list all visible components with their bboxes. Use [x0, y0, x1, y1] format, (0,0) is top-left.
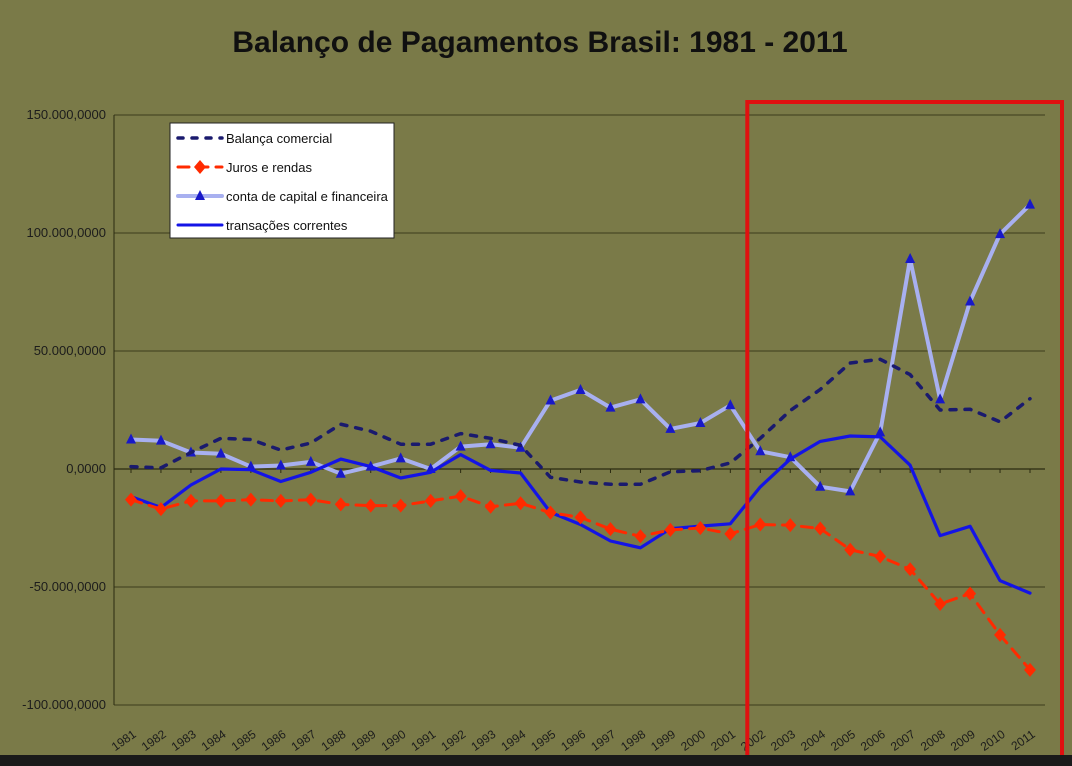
data-point-diamond	[694, 521, 707, 535]
data-point-triangle	[875, 426, 886, 437]
data-point-triangle	[665, 422, 676, 433]
data-point-triangle	[545, 394, 556, 405]
data-point-triangle	[845, 485, 856, 496]
data-point-diamond	[514, 496, 527, 511]
series-layer	[125, 198, 1036, 677]
data-point-triangle	[305, 455, 316, 466]
data-point-diamond	[184, 493, 197, 508]
data-point-diamond	[904, 562, 917, 577]
data-point-diamond	[454, 489, 467, 504]
data-point-diamond	[544, 505, 557, 520]
chart-title: Balanço de Pagamentos Brasil: 1981 - 201…	[232, 26, 847, 59]
legend-label: transações correntes	[226, 218, 348, 233]
legend-marker-triangle	[195, 190, 205, 200]
y-tick-label: -50.000,0000	[29, 579, 106, 594]
data-point-triangle	[635, 393, 646, 404]
data-point-triangle	[815, 480, 826, 491]
data-point-diamond	[634, 529, 647, 544]
data-point-diamond	[154, 502, 167, 517]
legend-marker-diamond	[194, 160, 206, 174]
legend-label: Juros e rendas	[226, 160, 312, 175]
data-point-triangle	[155, 434, 166, 445]
data-point-diamond	[244, 492, 257, 507]
data-point-diamond	[424, 493, 437, 508]
data-point-triangle	[695, 416, 706, 427]
data-point-diamond	[844, 542, 857, 557]
y-tick-label: 100.000,0000	[26, 225, 106, 240]
data-point-diamond	[304, 492, 317, 507]
data-point-triangle	[965, 295, 976, 306]
data-point-diamond	[334, 497, 347, 512]
data-point-diamond	[484, 499, 497, 514]
data-point-triangle	[215, 447, 226, 458]
data-point-diamond	[214, 493, 227, 508]
data-point-triangle	[905, 252, 916, 263]
data-point-diamond	[125, 492, 137, 507]
data-point-diamond	[274, 493, 287, 508]
data-point-diamond	[754, 517, 767, 532]
data-point-triangle	[605, 401, 616, 412]
data-point-triangle	[1025, 198, 1035, 209]
data-point-diamond	[934, 596, 947, 611]
data-point-diamond	[364, 498, 377, 513]
data-point-diamond	[784, 518, 797, 533]
data-point-diamond	[724, 526, 737, 541]
data-point-triangle	[455, 440, 466, 451]
data-point-triangle	[755, 445, 766, 456]
data-point-diamond	[994, 627, 1007, 642]
data-point-triangle	[725, 399, 736, 410]
series-line-0	[129, 357, 1032, 487]
bottom-strip	[0, 755, 1072, 766]
data-point-diamond	[874, 549, 887, 564]
legend-label: Balança comercial	[226, 131, 332, 146]
data-point-diamond	[814, 521, 827, 536]
series-line-3	[129, 434, 1032, 595]
data-point-triangle	[485, 438, 496, 449]
data-point-diamond	[574, 510, 587, 525]
data-point-triangle	[395, 452, 406, 463]
data-point-diamond	[394, 498, 407, 513]
y-tick-label: -100.000,0000	[22, 697, 106, 712]
y-axis: 150.000,0000 100.000,0000 50.000,0000 0,000…	[22, 107, 115, 712]
data-point-triangle	[995, 228, 1006, 239]
y-tick-label: 50.000,0000	[34, 343, 106, 358]
data-point-triangle	[275, 459, 286, 470]
legend-box	[169, 122, 395, 239]
y-tick-label: 150.000,0000	[26, 107, 106, 122]
data-point-triangle	[935, 393, 946, 404]
legend-label: conta de capital e financeira	[226, 189, 389, 204]
data-point-triangle	[335, 467, 346, 478]
data-point-triangle	[126, 433, 136, 444]
data-point-diamond	[964, 586, 977, 601]
y-tick-label: 0,0000	[66, 461, 106, 476]
data-point-diamond	[604, 522, 617, 537]
legend: Balança comercial Juros e rendas conta de …	[169, 122, 395, 239]
data-point-triangle	[575, 383, 586, 394]
data-point-diamond	[1024, 662, 1036, 677]
data-point-diamond	[664, 522, 677, 537]
